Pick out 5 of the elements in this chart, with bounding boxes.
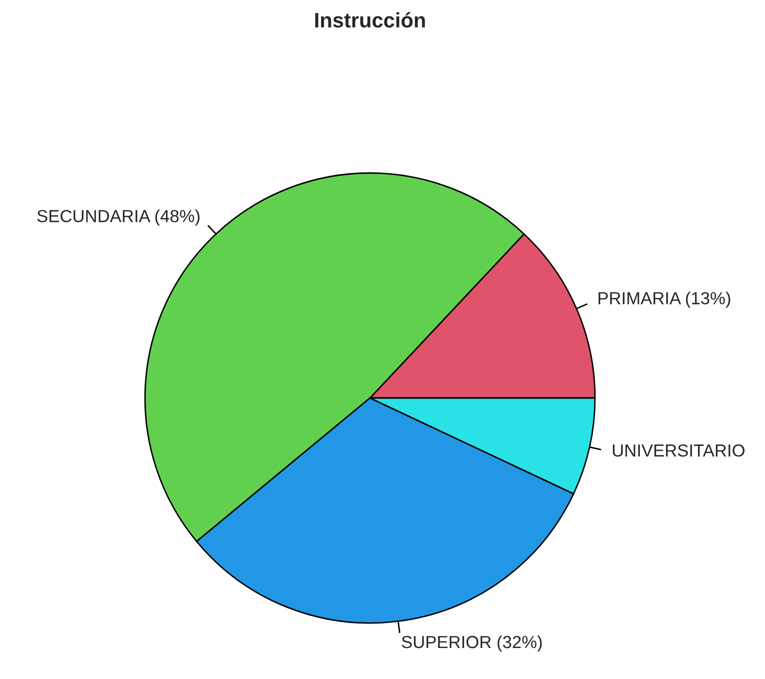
chart-title: Instrucción	[315, 12, 425, 28]
slice-label: UNIVERSITARIO	[612, 444, 744, 457]
slice-label: PRIMARIA (13%)	[598, 292, 730, 308]
slice-label: SECUNDARIA (48%)	[37, 209, 200, 226]
slice-label: SUPERIOR (32%)	[402, 635, 542, 652]
